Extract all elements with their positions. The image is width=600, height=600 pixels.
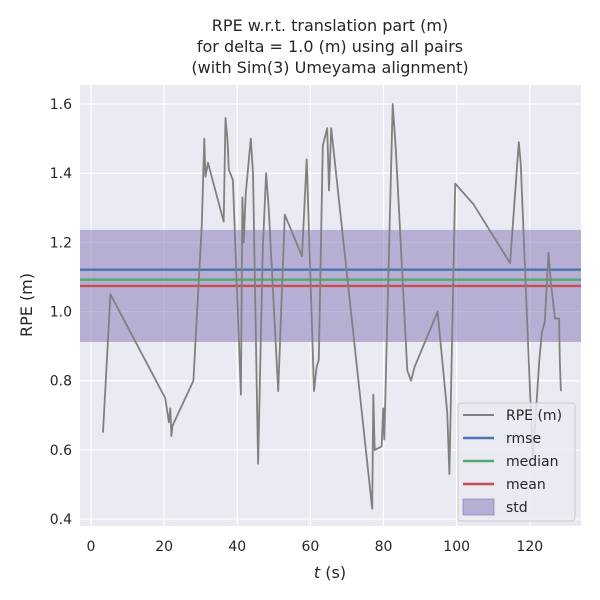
legend-label-2: median [506,454,558,470]
x-tick-label-5: 100 [443,539,470,555]
legend-label-0: RPE (m) [506,408,562,424]
x-tick-label-2: 40 [228,539,246,555]
y-tick-label-4: 1.2 [50,235,72,251]
legend-label-1: rmse [506,431,541,447]
y-tick-label-3: 1.0 [50,305,72,321]
x-axis-label-var: t [314,563,321,582]
legend: RPE (m) rmse median mean std [457,402,576,522]
legend-label-3: mean [506,477,546,493]
stat-lines [80,268,581,288]
y-tick-label-0: 0.4 [50,512,72,528]
series-group [102,103,562,510]
title-line-2: for delta = 1.0 (m) using all pairs [197,37,463,56]
series-line-0 [102,103,562,510]
legend-swatch-4 [462,498,495,516]
x-axis-label-unit: (s) [320,563,346,582]
x-tick-label-6: 120 [516,539,543,555]
x-tick-label-3: 60 [301,539,319,555]
y-tick-label-1: 0.6 [50,443,72,459]
chart-title: RPE w.r.t. translation part (m) for delt… [191,16,468,77]
title-line-1: RPE w.r.t. translation part (m) [212,16,448,35]
y-tick-label-2: 0.8 [50,374,72,390]
x-axis-label: t (s) [314,563,346,582]
y-tick-label-5: 1.4 [50,166,72,182]
x-tick-label-0: 0 [87,539,96,555]
x-tick-labels: 0 20 40 60 80 100 120 [87,539,544,555]
y-tick-labels: 0.4 0.6 0.8 1.0 1.2 1.4 1.6 [50,97,72,528]
y-axis-label: RPE (m) [17,273,36,337]
legend-box [457,402,576,522]
legend-label-4: std [506,500,528,516]
x-tick-label-4: 80 [375,539,393,555]
y-tick-label-6: 1.6 [50,97,72,113]
x-tick-label-1: 20 [155,539,173,555]
title-line-3: (with Sim(3) Umeyama alignment) [191,58,468,77]
